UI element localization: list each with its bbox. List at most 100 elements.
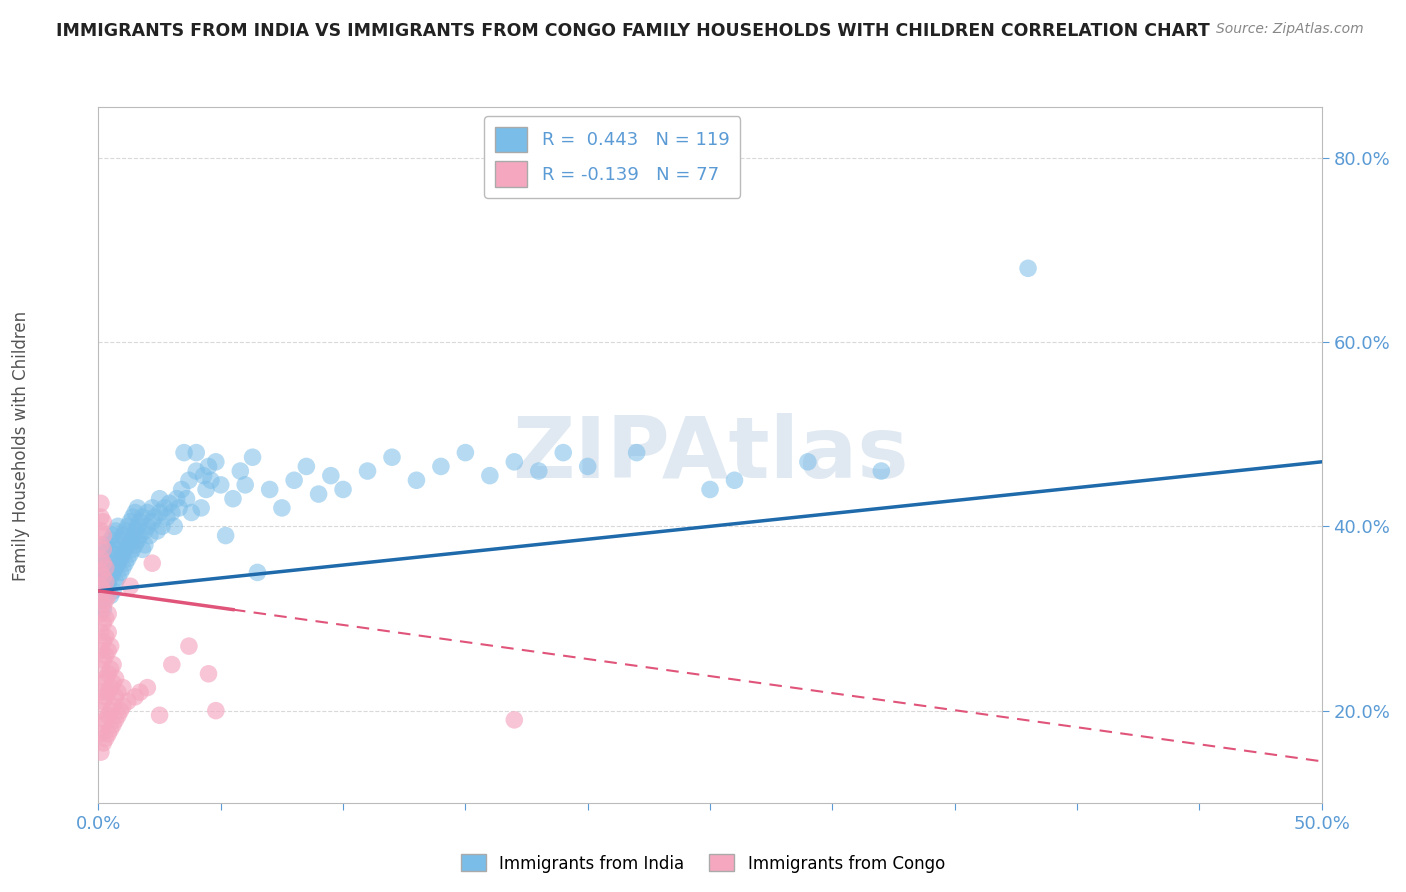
Point: [141, 556, 163, 570]
Point: [124, 538, 146, 552]
Point: [101, 547, 124, 561]
Point: [104, 574, 127, 589]
Point: [94, 690, 117, 704]
Point: [114, 524, 136, 538]
Point: [195, 483, 218, 497]
Point: [110, 704, 132, 718]
Point: [626, 445, 648, 459]
Point: [134, 524, 156, 538]
Point: [90, 685, 112, 699]
Point: [91, 602, 114, 616]
Point: [90, 607, 112, 621]
Point: [197, 666, 219, 681]
Point: [94, 561, 117, 575]
Point: [270, 500, 294, 515]
Point: [90, 510, 112, 524]
Point: [90, 556, 112, 570]
Point: [91, 583, 114, 598]
Point: [91, 717, 114, 731]
Point: [90, 551, 112, 566]
Point: [117, 694, 139, 708]
Point: [173, 445, 195, 459]
Point: [308, 487, 330, 501]
Point: [90, 704, 112, 718]
Point: [94, 648, 117, 663]
Point: [107, 556, 129, 570]
Point: [141, 515, 163, 529]
Point: [870, 464, 893, 478]
Point: [197, 459, 219, 474]
Point: [136, 519, 159, 533]
Point: [97, 685, 120, 699]
Point: [149, 708, 172, 723]
Point: [127, 500, 149, 515]
Point: [1017, 261, 1039, 276]
Point: [91, 515, 114, 529]
Point: [200, 473, 222, 487]
Point: [141, 500, 163, 515]
Text: IMMIGRANTS FROM INDIA VS IMMIGRANTS FROM CONGO FAMILY HOUSEHOLDS WITH CHILDREN C: IMMIGRANTS FROM INDIA VS IMMIGRANTS FROM…: [56, 22, 1211, 40]
Legend: Immigrants from India, Immigrants from Congo: Immigrants from India, Immigrants from C…: [454, 847, 952, 880]
Point: [104, 524, 127, 538]
Point: [283, 473, 305, 487]
Point: [527, 464, 550, 478]
Point: [149, 506, 172, 520]
Point: [131, 542, 153, 557]
Point: [90, 593, 112, 607]
Point: [97, 561, 120, 575]
Point: [97, 607, 120, 621]
Point: [124, 524, 146, 538]
Point: [160, 506, 183, 520]
Point: [100, 639, 122, 653]
Point: [91, 694, 114, 708]
Point: [177, 473, 200, 487]
Point: [319, 468, 342, 483]
Point: [100, 681, 122, 695]
Point: [100, 570, 122, 584]
Point: [100, 662, 122, 676]
Point: [101, 566, 124, 580]
Point: [110, 533, 132, 548]
Point: [356, 464, 378, 478]
Point: [229, 464, 252, 478]
Point: [94, 713, 117, 727]
Point: [143, 510, 166, 524]
Point: [114, 542, 136, 557]
Point: [97, 625, 120, 640]
Point: [167, 500, 190, 515]
Point: [111, 561, 134, 575]
Point: [150, 519, 173, 533]
Point: [100, 551, 122, 566]
Point: [94, 566, 117, 580]
Point: [222, 491, 245, 506]
Point: [104, 713, 127, 727]
Point: [94, 556, 117, 570]
Text: Family Households with Children: Family Households with Children: [13, 311, 30, 581]
Point: [430, 459, 453, 474]
Point: [134, 538, 156, 552]
Point: [111, 547, 134, 561]
Point: [91, 634, 114, 648]
Point: [97, 727, 120, 741]
Point: [553, 445, 575, 459]
Point: [205, 704, 228, 718]
Point: [149, 491, 172, 506]
Point: [100, 722, 122, 736]
Point: [107, 685, 129, 699]
Point: [146, 524, 169, 538]
Point: [97, 579, 120, 593]
Point: [209, 478, 232, 492]
Point: [101, 583, 124, 598]
Point: [117, 551, 139, 566]
Point: [90, 625, 112, 640]
Point: [121, 542, 143, 557]
Point: [124, 690, 146, 704]
Point: [186, 445, 208, 459]
Point: [111, 528, 134, 542]
Point: [91, 570, 114, 584]
Point: [97, 708, 120, 723]
Point: [117, 519, 139, 533]
Point: [111, 699, 134, 714]
Point: [381, 450, 404, 465]
Point: [114, 556, 136, 570]
